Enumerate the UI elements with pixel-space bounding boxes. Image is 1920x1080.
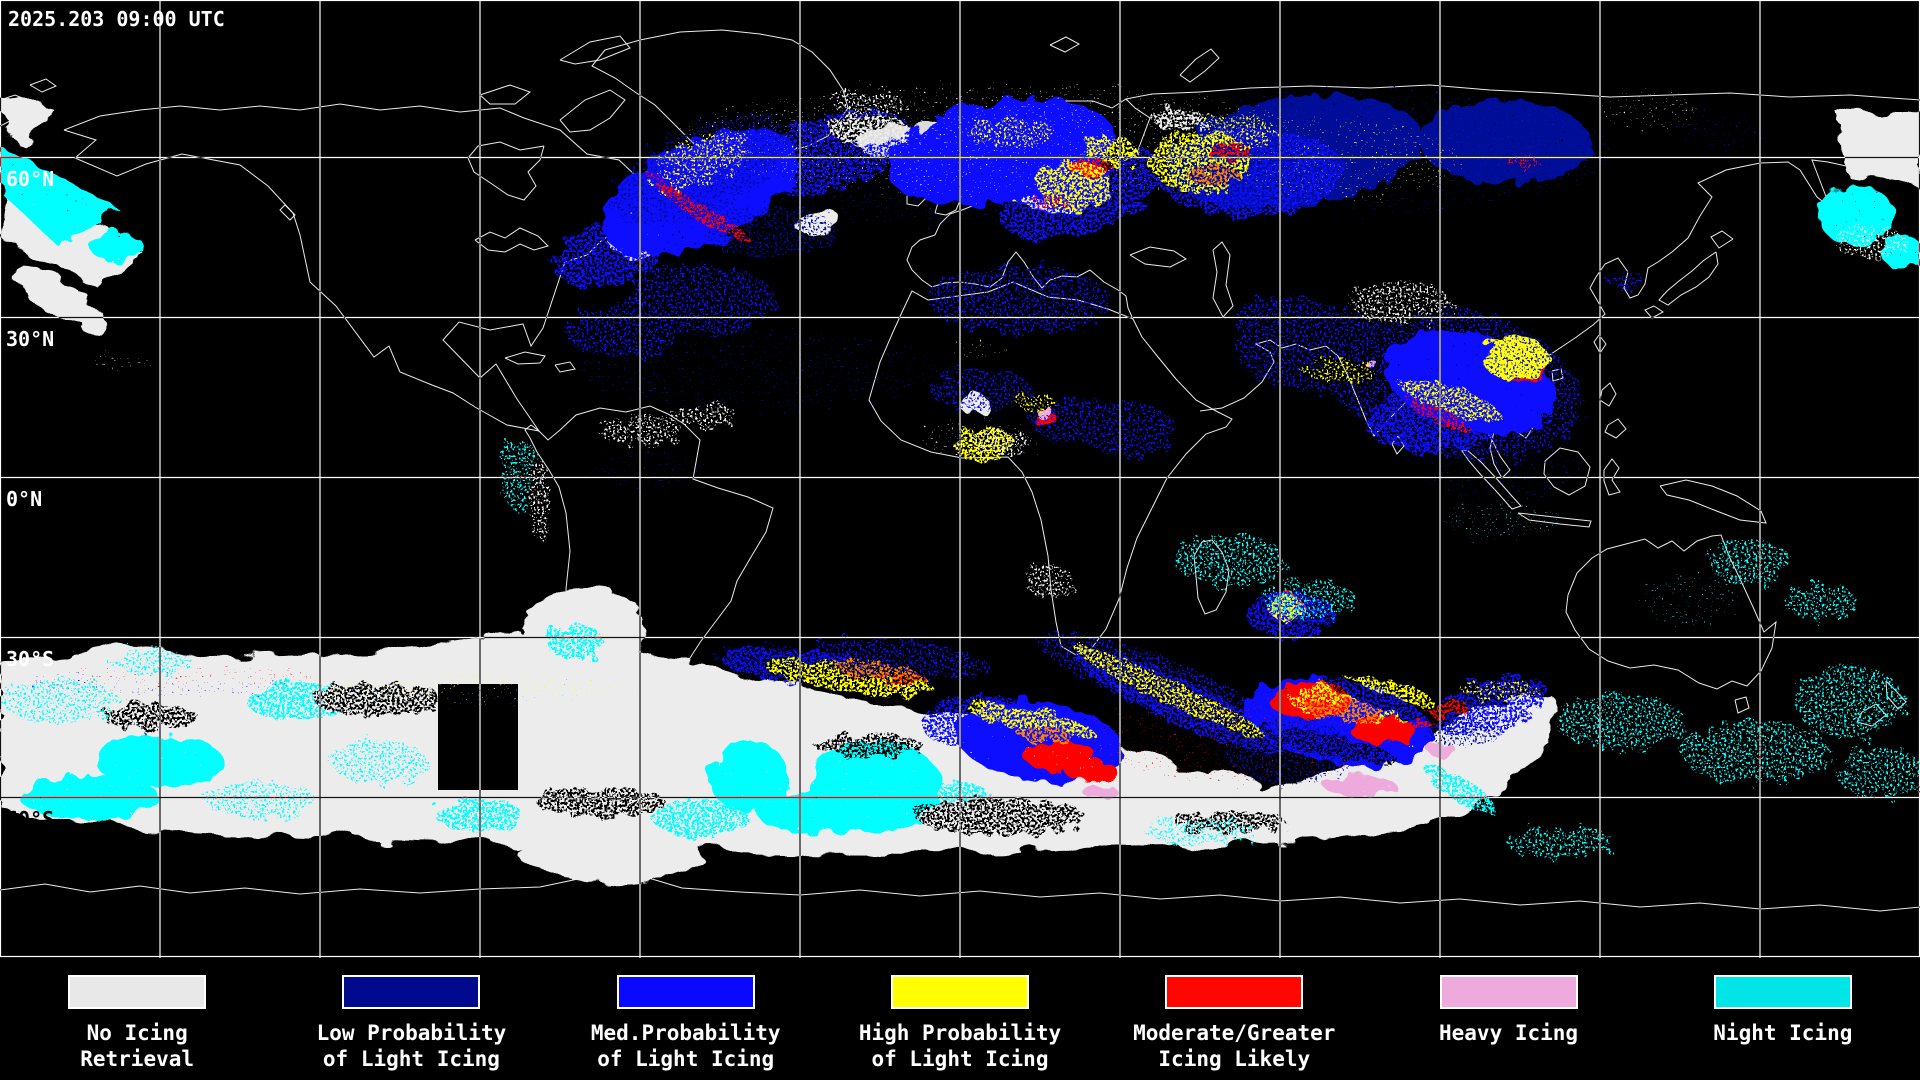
legend-swatch-heavy-icing bbox=[1439, 975, 1578, 1009]
legend-swatch-high-probability bbox=[890, 975, 1029, 1009]
legend-item-moderate-greater: Moderate/Greater Icing Likely bbox=[1097, 958, 1371, 1080]
lat-label-60n: 60°N bbox=[6, 167, 54, 191]
lat-label-30s: 30°S bbox=[6, 647, 54, 671]
legend-swatch-low-probability bbox=[342, 975, 481, 1009]
legend-item-night-icing: Night Icing bbox=[1646, 958, 1920, 1080]
timestamp-label: 2025.203 09:00 UTC bbox=[8, 7, 225, 31]
legend-swatch-no-icing bbox=[68, 975, 207, 1009]
lat-label-30n: 30°N bbox=[6, 327, 54, 351]
legend-item-med-probability: Med.Probability of Light Icing bbox=[549, 958, 823, 1080]
legend-label: of Light Icing bbox=[322, 1047, 500, 1071]
legend-label: of Light Icing bbox=[871, 1047, 1049, 1071]
map-svg: 2025.203 09:00 UTC 60°N 30°N 0°N 30°S 60… bbox=[0, 0, 1920, 958]
world-icing-map: 2025.203 09:00 UTC 60°N 30°N 0°N 30°S 60… bbox=[0, 0, 1920, 958]
legend-label: No Icing bbox=[86, 1021, 188, 1045]
legend-label: Med.Probability bbox=[590, 1021, 781, 1045]
legend-label: Low Probability bbox=[316, 1021, 507, 1045]
legend-swatch-med-probability bbox=[616, 975, 755, 1009]
lat-label-0n: 0°N bbox=[6, 487, 42, 511]
legend-item-high-probability: High Probability of Light Icing bbox=[823, 958, 1097, 1080]
legend-label: Icing Likely bbox=[1158, 1047, 1311, 1071]
legend-label: Moderate/Greater bbox=[1133, 1021, 1336, 1045]
legend-label: Retrieval bbox=[80, 1047, 195, 1071]
legend-item-no-icing: No Icing Retrieval bbox=[0, 958, 274, 1080]
legend-label: of Light Icing bbox=[597, 1047, 775, 1071]
legend-label: High Probability bbox=[858, 1021, 1062, 1045]
legend-swatch-night-icing bbox=[1713, 975, 1852, 1009]
legend-label: Night Icing bbox=[1713, 1021, 1853, 1045]
legend-swatch-moderate-greater bbox=[1165, 975, 1304, 1009]
legend: No Icing Retrieval Low Probability of Li… bbox=[0, 958, 1920, 1080]
legend-label: Heavy Icing bbox=[1439, 1021, 1579, 1045]
legend-item-low-probability: Low Probability of Light Icing bbox=[274, 958, 548, 1080]
icing-speckle-layer bbox=[20, 85, 1760, 780]
legend-item-heavy-icing: Heavy Icing bbox=[1371, 958, 1645, 1080]
lat-label-60s: 60°S bbox=[6, 807, 54, 831]
